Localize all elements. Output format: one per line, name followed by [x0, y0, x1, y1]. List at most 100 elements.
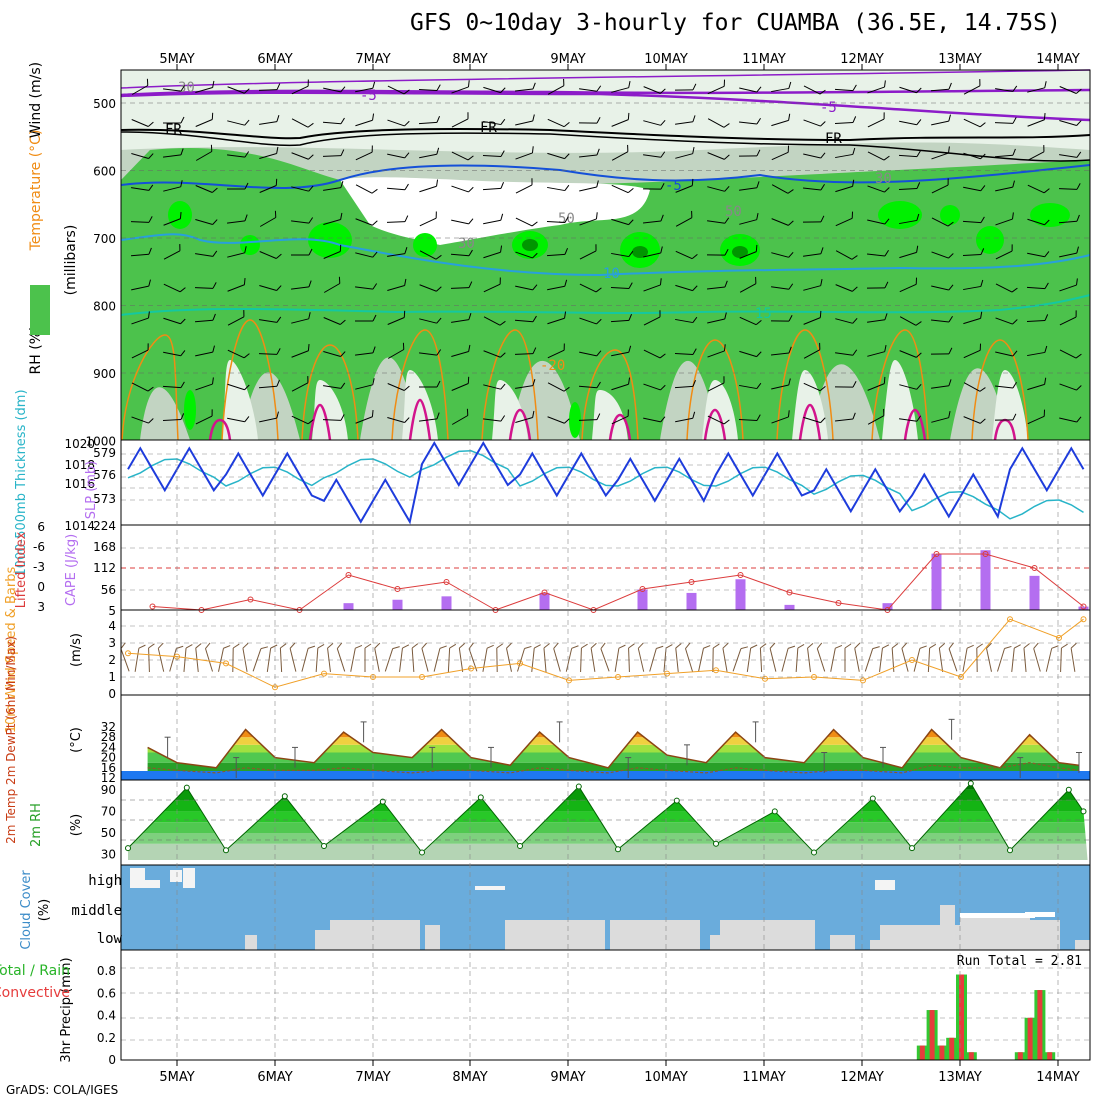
cloud-high: [875, 880, 895, 890]
wind10m-barb: [458, 642, 466, 672]
temp-band: [147, 752, 1079, 763]
wind-barb: [547, 78, 565, 95]
wind-barb: [835, 211, 854, 227]
wind10m-barb: [807, 643, 814, 672]
rh-point: [223, 847, 229, 854]
rh-blob-bright: [878, 201, 922, 229]
wind-barb: [451, 344, 471, 357]
wind-barb: [739, 212, 759, 225]
wind-barb: [322, 117, 345, 125]
wind10m-barb: [938, 642, 946, 672]
rh-blob-bright: [184, 390, 196, 430]
wind-barb: [739, 382, 762, 390]
wind10m-barb: [205, 642, 213, 672]
wind-barb: [995, 317, 1018, 325]
wind10m-barb: [600, 642, 610, 672]
precip-convective-bar: [919, 1045, 925, 1060]
wind-barb: [834, 84, 857, 92]
lifted-index-point: [1031, 565, 1038, 571]
wind-barb: [1059, 349, 1082, 359]
precip-convective-bar: [1037, 990, 1043, 1060]
date-label-top: 13MAY: [938, 52, 982, 67]
rh-tick: 30: [101, 848, 116, 862]
contour-label: 15: [755, 306, 772, 322]
rh-point: [517, 842, 523, 849]
wind-barb: [1059, 246, 1079, 258]
cloud-high: [130, 868, 145, 888]
ylabel-temp-unit: (°C): [69, 727, 84, 753]
wind-barb: [355, 378, 375, 390]
cape-bar: [392, 599, 403, 610]
wind-barb: [355, 346, 376, 356]
wind-barb: [291, 376, 309, 392]
precip-convective-bar: [1047, 1052, 1053, 1060]
cape-bar: [980, 550, 991, 610]
precip-tick: 0.8: [97, 964, 116, 978]
wind10m-barb: [698, 645, 711, 672]
wind10m-barb: [384, 646, 400, 672]
wind-barb: [131, 416, 154, 424]
wind-barb: [674, 83, 697, 91]
wind-barb: [451, 151, 474, 161]
wind-barb: [259, 251, 282, 259]
wind-barb: [259, 115, 280, 125]
wind-barb: [1027, 145, 1045, 161]
wind-barb: [451, 376, 470, 391]
wind-speed-point: [860, 677, 866, 684]
precip-tick: 0: [108, 1053, 116, 1067]
ylabel-rh-unit: (%): [69, 814, 84, 837]
wind-barb: [131, 382, 154, 392]
contour-20: [391, 329, 449, 441]
wind-barb: [963, 79, 981, 95]
wind-barb: [642, 182, 665, 190]
wind-barb: [643, 416, 666, 423]
temp-line: [147, 728, 1079, 769]
rh-tick: 50: [101, 826, 116, 840]
wind-barb: [355, 218, 378, 226]
ylabel-convective: Convective: [0, 985, 70, 1001]
wind-barb: [643, 278, 662, 292]
wind-barb: [419, 147, 440, 159]
li-tick: -3: [33, 560, 45, 574]
wind10m-barb: [157, 642, 165, 672]
wind-barb: [578, 381, 601, 389]
date-label-top: 12MAY: [840, 52, 884, 67]
wind-barb: [995, 85, 1018, 92]
wind-barb: [547, 382, 570, 392]
wind-barb: [130, 216, 153, 223]
wind-barb: [355, 145, 373, 161]
wind-barb: [771, 251, 794, 258]
wind-barb: [931, 284, 954, 291]
rh-band: [128, 789, 1088, 801]
cloud-level-label: middle: [71, 903, 122, 919]
wind-barb: [259, 178, 278, 193]
wind-barb: [931, 410, 951, 423]
wind-barb: [707, 312, 727, 324]
wind-barb: [643, 246, 663, 258]
wind10m-barb: [637, 642, 645, 672]
wind10m-barb: [986, 642, 992, 672]
wind-barb: [227, 310, 245, 326]
wind-barb: [899, 415, 922, 422]
wind10m-barb: [301, 645, 316, 672]
wind-barb: [419, 317, 442, 324]
wind-barb: [931, 146, 950, 160]
precip-convective-bar: [959, 974, 964, 1060]
contour-label: 30: [458, 236, 475, 252]
wind-barb: [322, 149, 345, 157]
contour-20: [121, 334, 179, 441]
wind-barb: [162, 413, 185, 421]
wind-barb: [675, 284, 698, 292]
wind10m-barb: [183, 644, 193, 672]
wind-barb: [803, 416, 826, 424]
wind-barb: [643, 383, 666, 391]
wind10m-barb: [169, 645, 184, 672]
wind-barb: [355, 81, 376, 93]
slp-line: [127, 441, 1085, 525]
wind10m-barb: [864, 646, 880, 672]
cloud-low: [720, 920, 815, 950]
wind-barb: [803, 278, 823, 291]
date-label-bottom: 10MAY: [644, 1070, 688, 1085]
wind-barb: [1059, 120, 1082, 126]
wind-barb: [771, 145, 790, 161]
